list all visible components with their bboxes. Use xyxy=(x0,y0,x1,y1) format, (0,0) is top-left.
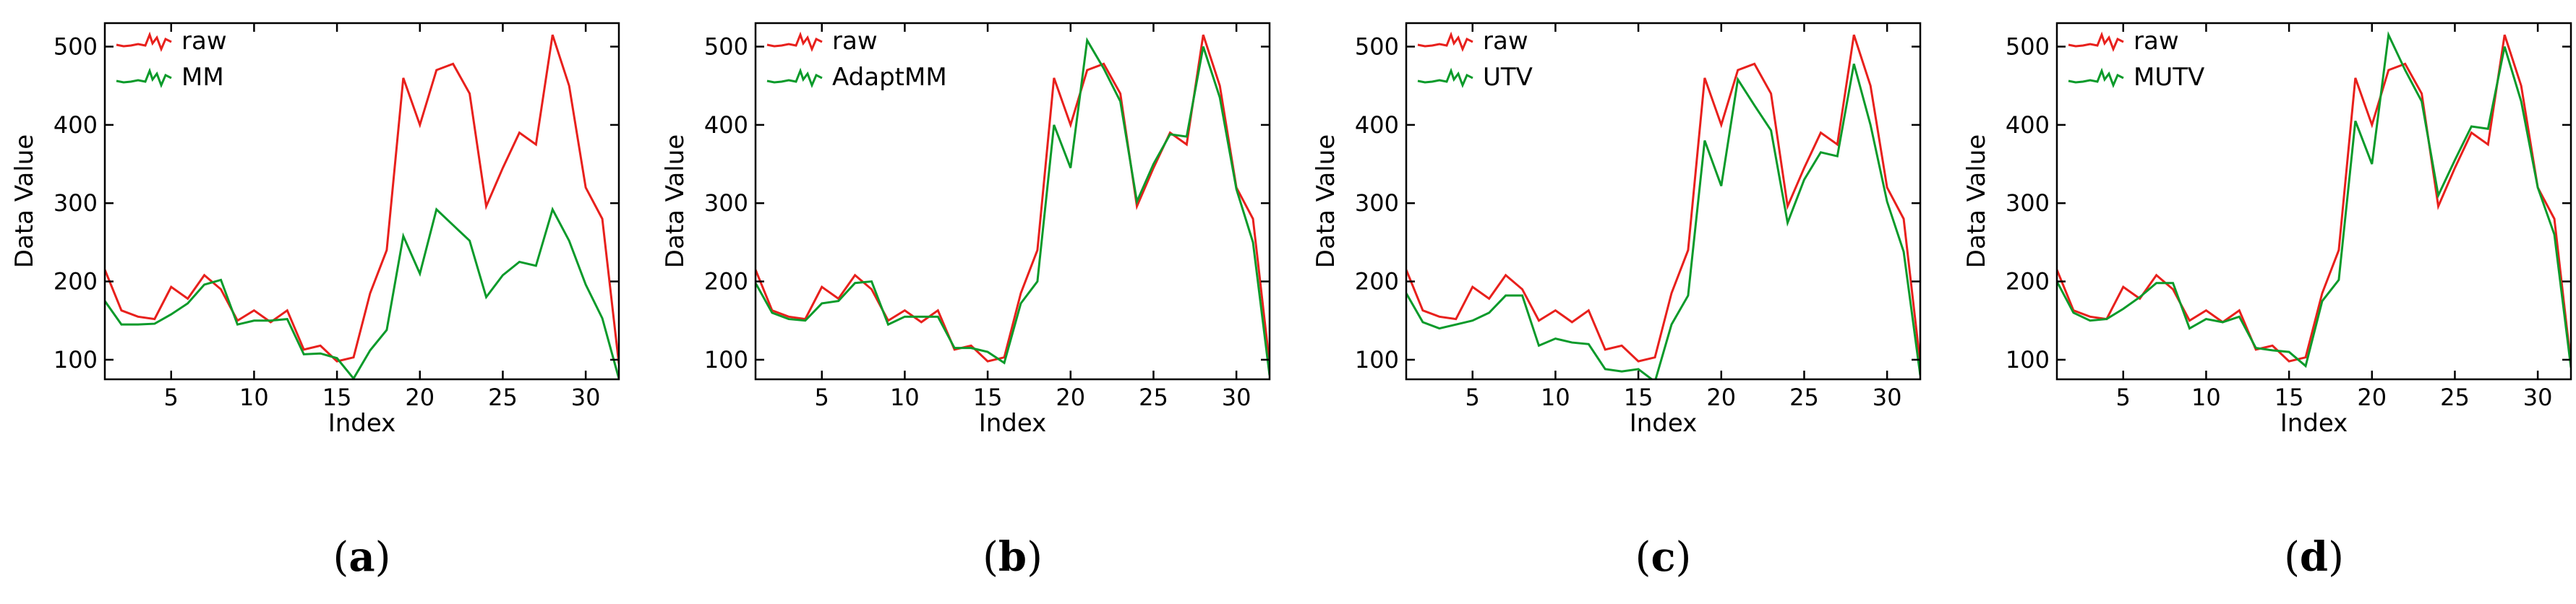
y-axis-label: Data Value xyxy=(661,134,690,268)
x-tick-label: 5 xyxy=(164,384,179,411)
y-tick-label: 500 xyxy=(2006,33,2050,61)
plot-frame xyxy=(2055,22,2572,381)
y-tick-label: 100 xyxy=(1355,346,1399,374)
x-tick-label: 15 xyxy=(1624,384,1653,411)
y-tick-label: 500 xyxy=(1355,33,1399,61)
x-tick-label: 20 xyxy=(1056,384,1085,411)
x-tick-label: 30 xyxy=(2523,384,2553,411)
y-axis-label: Data Value xyxy=(1962,134,1991,268)
panel-caption: (c) xyxy=(1635,533,1692,581)
y-tick-label: 200 xyxy=(704,268,748,295)
x-tick-label: 30 xyxy=(1873,384,1902,411)
y-tick-label: 300 xyxy=(54,189,98,217)
legend: raw UTV xyxy=(1417,27,1533,92)
x-tick-label: 10 xyxy=(239,384,269,411)
legend-swatch-mm xyxy=(116,67,172,89)
series-line-raw xyxy=(1406,34,1920,364)
x-tick-label: 5 xyxy=(1465,384,1480,411)
y-tick-label: 200 xyxy=(2006,268,2050,295)
y-tick-label: 300 xyxy=(2006,189,2050,217)
y-tick-label: 400 xyxy=(54,111,98,139)
y-tick-label: 500 xyxy=(704,33,748,61)
series-line-raw xyxy=(105,34,619,364)
series-line-mm xyxy=(105,206,619,379)
plot-frame xyxy=(754,22,1271,381)
legend: raw MUTV xyxy=(2068,27,2204,92)
x-tick-label: 20 xyxy=(1706,384,1736,411)
x-axis-label: Index xyxy=(328,409,396,438)
legend-swatch-adaptmm xyxy=(766,67,823,89)
legend-label-raw: raw xyxy=(832,27,878,56)
legend-label-raw: raw xyxy=(1483,27,1528,56)
x-axis-label: Index xyxy=(979,409,1047,438)
plot-frame xyxy=(1405,22,1922,381)
y-axis-label: Data Value xyxy=(1311,134,1340,268)
panel-caption: (b) xyxy=(983,533,1043,581)
y-tick-label: 100 xyxy=(54,346,98,374)
y-tick-label: 400 xyxy=(2006,111,2050,139)
y-tick-label: 200 xyxy=(54,268,98,295)
y-tick-label: 400 xyxy=(1355,111,1399,139)
y-tick-label: 500 xyxy=(54,33,98,61)
x-tick-label: 15 xyxy=(2275,384,2304,411)
x-tick-label: 25 xyxy=(488,384,518,411)
chart-panel-d: 5 10 15 20 25 30 100 200 300 400 500 Index Data Valu… xyxy=(1962,22,2572,581)
chart-panel-b: 5 10 15 20 25 30 100 200 300 400 500 Index Data Valu… xyxy=(661,22,1271,581)
y-tick-label: 300 xyxy=(704,189,748,217)
y-axis-label: Data Value xyxy=(10,134,39,268)
legend-label-raw: raw xyxy=(2134,27,2179,56)
series-line-mutv xyxy=(2057,30,2571,368)
legend-swatch-raw xyxy=(2068,31,2124,53)
series-line-raw xyxy=(756,34,1270,364)
y-tick-label: 400 xyxy=(704,111,748,139)
panel-caption: (a) xyxy=(333,533,390,581)
x-tick-label: 10 xyxy=(2191,384,2221,411)
series-line-utv xyxy=(1406,63,1920,379)
y-tick-label: 300 xyxy=(1355,189,1399,217)
legend: raw MM xyxy=(116,27,227,92)
y-tick-label: 100 xyxy=(2006,346,2050,374)
x-tick-label: 20 xyxy=(2357,384,2387,411)
series-line-adaptmm xyxy=(756,37,1270,376)
legend-label-mm: MM xyxy=(181,63,224,92)
x-tick-label: 25 xyxy=(1789,384,1819,411)
x-tick-label: 5 xyxy=(815,384,829,411)
legend-label-adaptmm: AdaptMM xyxy=(832,63,947,92)
plot-frame xyxy=(103,22,620,381)
legend-swatch-raw xyxy=(766,31,823,53)
legend-label-raw: raw xyxy=(181,27,227,56)
x-tick-label: 25 xyxy=(1139,384,1168,411)
legend-swatch-mutv xyxy=(2068,67,2124,89)
x-tick-label: 30 xyxy=(571,384,601,411)
x-tick-label: 25 xyxy=(2440,384,2470,411)
x-tick-label: 10 xyxy=(1541,384,1570,411)
y-tick-label: 100 xyxy=(704,346,748,374)
x-tick-label: 10 xyxy=(890,384,920,411)
x-axis-label: Index xyxy=(1630,409,1698,438)
legend-label-mutv: MUTV xyxy=(2134,63,2204,92)
chart-panel-c: 5 10 15 20 25 30 100 200 300 400 500 Index Data Valu… xyxy=(1311,22,1922,581)
x-tick-label: 30 xyxy=(1222,384,1251,411)
x-tick-label: 15 xyxy=(322,384,352,411)
legend-swatch-raw xyxy=(116,31,172,53)
legend-swatch-raw xyxy=(1417,31,1473,53)
x-tick-label: 20 xyxy=(405,384,435,411)
panel-caption: (d) xyxy=(2284,533,2344,581)
x-axis-label: Index xyxy=(2280,409,2348,438)
x-tick-label: 5 xyxy=(2116,384,2131,411)
legend-swatch-utv xyxy=(1417,67,1473,89)
legend-label-utv: UTV xyxy=(1483,63,1533,92)
x-tick-label: 15 xyxy=(973,384,1003,411)
legend: raw AdaptMM xyxy=(766,27,947,92)
chart-panel-a: 5 10 15 20 25 30 100 200 300 400 500 Index Data Valu… xyxy=(10,22,620,581)
y-tick-label: 200 xyxy=(1355,268,1399,295)
